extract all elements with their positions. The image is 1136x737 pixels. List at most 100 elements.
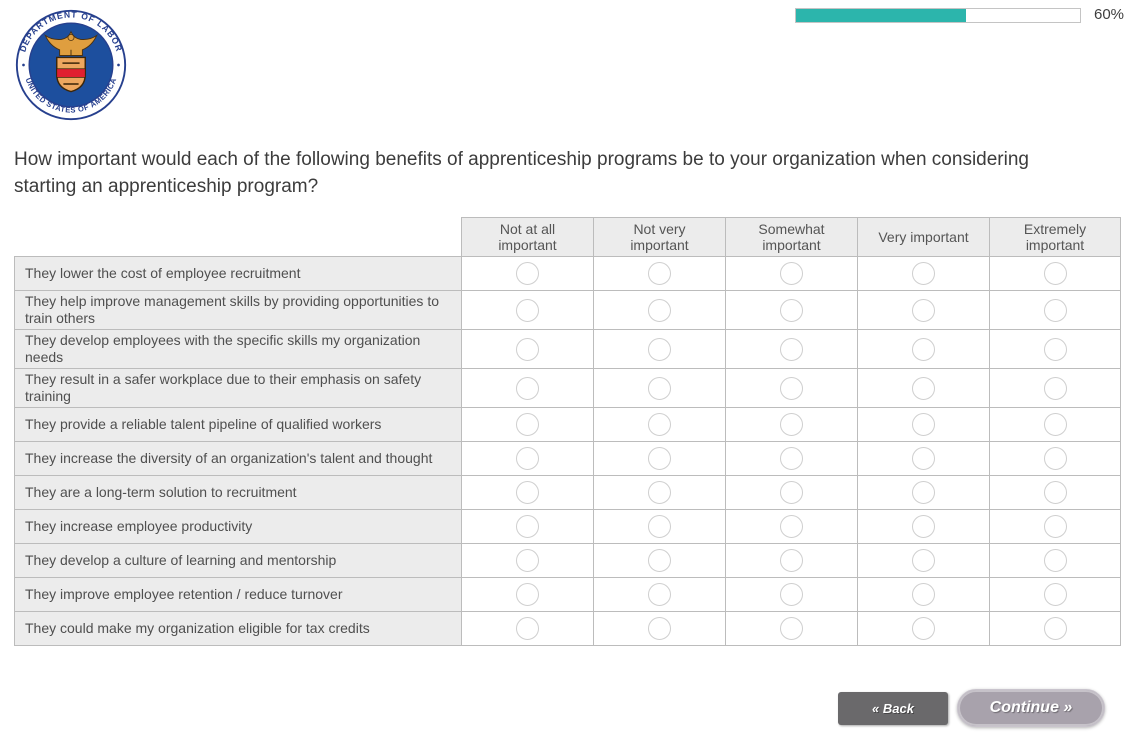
radio-cell-r3-c3 xyxy=(857,368,990,408)
row-label: They develop a culture of learning and m… xyxy=(14,543,462,578)
radio-button[interactable] xyxy=(1043,515,1067,538)
radio-button[interactable] xyxy=(648,583,671,606)
radio-cell-r6-c1 xyxy=(593,475,726,510)
radio-cell-r7-c3 xyxy=(857,509,990,544)
radio-cell-r0-c2 xyxy=(725,256,858,291)
radio-button[interactable] xyxy=(780,337,803,361)
table-row: They lower the cost of employee recruitm… xyxy=(14,256,1121,291)
back-button[interactable]: « Back xyxy=(838,691,948,725)
radio-button[interactable] xyxy=(780,515,803,538)
radio-button[interactable] xyxy=(648,447,671,470)
radio-button[interactable] xyxy=(516,583,539,606)
radio-cell-r7-c1 xyxy=(593,509,726,544)
radio-button[interactable] xyxy=(648,617,671,640)
radio-cell-r4-c4 xyxy=(989,407,1121,442)
radio-button[interactable] xyxy=(516,617,539,640)
question-text: How important would each of the followin… xyxy=(14,149,1029,197)
radio-button[interactable] xyxy=(912,413,935,436)
table-row: They provide a reliable talent pipeline … xyxy=(14,407,1121,442)
radio-button[interactable] xyxy=(780,549,803,572)
radio-button[interactable] xyxy=(912,337,935,361)
radio-button[interactable] xyxy=(780,413,803,436)
radio-button[interactable] xyxy=(648,549,671,572)
radio-button[interactable] xyxy=(648,298,671,322)
radio-button[interactable] xyxy=(780,583,803,606)
radio-button[interactable] xyxy=(1043,549,1067,572)
radio-button[interactable] xyxy=(780,481,803,504)
radio-button[interactable] xyxy=(912,583,935,606)
table-row: They are a long-term solution to recruit… xyxy=(14,475,1121,510)
continue-button[interactable]: Continue » xyxy=(957,689,1105,727)
radio-cell-r6-c3 xyxy=(857,475,990,510)
radio-button[interactable] xyxy=(912,481,935,504)
radio-cell-r1-c3 xyxy=(857,290,990,330)
radio-button[interactable] xyxy=(648,262,671,285)
progress-percent-label: 60% xyxy=(1094,6,1125,23)
radio-cell-r2-c1 xyxy=(593,329,726,369)
column-header-4: Extremely important xyxy=(989,217,1121,257)
radio-button[interactable] xyxy=(780,447,803,470)
radio-button[interactable] xyxy=(912,376,935,400)
radio-cell-r4-c0 xyxy=(461,407,594,442)
table-row: They help improve management skills by p… xyxy=(14,290,1121,330)
radio-cell-r9-c3 xyxy=(857,577,990,612)
radio-button[interactable] xyxy=(1043,262,1067,285)
row-label: They increase the diversity of an organi… xyxy=(14,441,462,476)
radio-button[interactable] xyxy=(1043,583,1067,606)
dol-seal-logo: DEPARTMENT OF LABOR UNITED STATES OF AME… xyxy=(14,8,128,122)
radio-button[interactable] xyxy=(912,298,935,322)
radio-cell-r9-c1 xyxy=(593,577,726,612)
radio-cell-r10-c2 xyxy=(725,611,858,646)
radio-button[interactable] xyxy=(780,298,803,322)
radio-button[interactable] xyxy=(516,549,539,572)
radio-button[interactable] xyxy=(516,447,539,470)
radio-button[interactable] xyxy=(780,262,803,285)
radio-button[interactable] xyxy=(516,376,539,400)
table-row: They develop a culture of learning and m… xyxy=(14,543,1121,578)
radio-cell-r10-c1 xyxy=(593,611,726,646)
radio-button[interactable] xyxy=(1043,413,1067,436)
radio-button[interactable] xyxy=(912,617,935,640)
radio-button[interactable] xyxy=(516,481,539,504)
radio-cell-r2-c4 xyxy=(989,329,1121,369)
radio-button[interactable] xyxy=(516,413,539,436)
radio-cell-r10-c4 xyxy=(989,611,1121,646)
radio-button[interactable] xyxy=(912,447,935,470)
row-label: They develop employees with the specific… xyxy=(14,329,462,369)
radio-button[interactable] xyxy=(516,515,539,538)
radio-button[interactable] xyxy=(912,549,935,572)
radio-button[interactable] xyxy=(516,337,539,361)
radio-button[interactable] xyxy=(648,376,671,400)
radio-button[interactable] xyxy=(912,262,935,285)
radio-button[interactable] xyxy=(1043,481,1067,504)
radio-button[interactable] xyxy=(648,337,671,361)
row-label: They are a long-term solution to recruit… xyxy=(14,475,462,510)
radio-button[interactable] xyxy=(1043,298,1067,322)
radio-button[interactable] xyxy=(912,515,935,538)
radio-button[interactable] xyxy=(1043,337,1067,361)
radio-button[interactable] xyxy=(648,515,671,538)
shield-icon xyxy=(56,56,86,93)
radio-button[interactable] xyxy=(516,262,539,285)
radio-cell-r10-c3 xyxy=(857,611,990,646)
radio-cell-r8-c4 xyxy=(989,543,1121,578)
radio-cell-r7-c4 xyxy=(989,509,1121,544)
radio-cell-r0-c1 xyxy=(593,256,726,291)
radio-button[interactable] xyxy=(648,481,671,504)
row-label: They increase employee productivity xyxy=(14,509,462,544)
row-label: They lower the cost of employee recruitm… xyxy=(14,256,462,291)
row-label: They improve employee retention / reduce… xyxy=(14,577,462,612)
radio-button[interactable] xyxy=(1043,447,1067,470)
radio-cell-r0-c3 xyxy=(857,256,990,291)
radio-button[interactable] xyxy=(1043,376,1067,400)
radio-button[interactable] xyxy=(780,376,803,400)
radio-button[interactable] xyxy=(516,298,539,322)
radio-cell-r7-c2 xyxy=(725,509,858,544)
column-header-3: Very important xyxy=(857,217,990,257)
radio-button[interactable] xyxy=(780,617,803,640)
radio-cell-r8-c3 xyxy=(857,543,990,578)
radio-cell-r3-c1 xyxy=(593,368,726,408)
radio-button[interactable] xyxy=(1043,617,1067,640)
radio-button[interactable] xyxy=(648,413,671,436)
radio-cell-r8-c1 xyxy=(593,543,726,578)
